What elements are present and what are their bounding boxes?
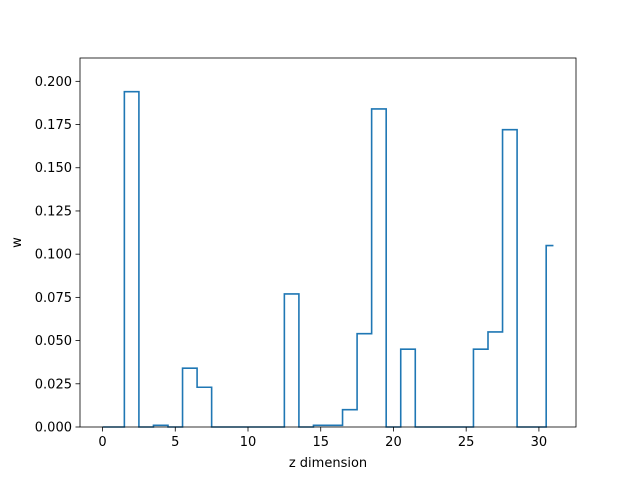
y-tick-label: 0.200 bbox=[35, 75, 72, 90]
x-tick-label: 30 bbox=[531, 435, 548, 450]
x-tick-label: 10 bbox=[240, 435, 257, 450]
x-tick-label: 20 bbox=[385, 435, 402, 450]
y-tick-label: 0.150 bbox=[35, 161, 72, 176]
y-axis: 0.000 0.025 0.050 0.075 0.100 0.125 0.150 0.175… bbox=[35, 75, 80, 436]
y-axis-label: w bbox=[10, 237, 25, 248]
x-tick-label: 0 bbox=[98, 435, 106, 450]
y-tick-label: 0.025 bbox=[35, 377, 72, 392]
y-tick-label: 0.000 bbox=[35, 421, 72, 436]
x-axis-label: z dimension bbox=[289, 456, 367, 471]
x-tick-label: 5 bbox=[171, 435, 179, 450]
y-tick-label: 0.125 bbox=[35, 204, 72, 219]
y-tick-label: 0.050 bbox=[35, 334, 72, 349]
y-tick-label: 0.100 bbox=[35, 248, 72, 263]
y-tick-label: 0.175 bbox=[35, 118, 72, 133]
x-tick-label: 25 bbox=[458, 435, 475, 450]
x-axis: 0 5 10 15 20 25 30 bbox=[98, 427, 547, 450]
y-tick-label: 0.075 bbox=[35, 291, 72, 306]
plot-background bbox=[80, 58, 576, 427]
plot-frame bbox=[79, 57, 577, 428]
x-tick-label: 15 bbox=[312, 435, 329, 450]
